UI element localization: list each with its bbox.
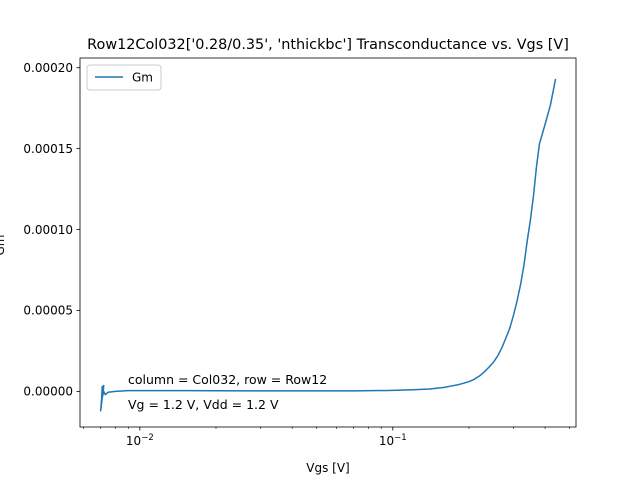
legend-label-gm: Gm [132, 71, 153, 85]
y-axis-label: Gm [0, 235, 7, 256]
y-tick-label: 0.00010 [23, 223, 73, 237]
legend: Gm [86, 64, 162, 91]
chart-title: Row12Col032['0.28/0.35', 'nthickbc'] Tra… [87, 37, 569, 53]
y-tick-label: 0.00020 [23, 61, 73, 75]
series-line-gm [99, 78, 557, 412]
annotations: column = Col032, row = Row12 Vg = 1.2 V,… [128, 372, 327, 412]
annotation-column-row: column = Col032, row = Row12 [128, 372, 327, 387]
x-axis-label: Vgs [V] [306, 461, 349, 475]
axes-frame [79, 57, 577, 428]
annotation-voltages: Vg = 1.2 V, Vdd = 1.2 V [128, 397, 279, 412]
plot-area: 0.00000 0.00005 0.00010 0.00015 0.00020 10−2 1… [23, 57, 577, 448]
y-tick-label: 0.00005 [23, 304, 73, 318]
x-tick-label: 10−1 [379, 433, 407, 448]
x-tick-label: 10−2 [126, 433, 154, 448]
y-tick-label: 0.00015 [23, 142, 73, 156]
legend-box [86, 64, 162, 91]
y-tick-label: 0.00000 [23, 385, 73, 399]
